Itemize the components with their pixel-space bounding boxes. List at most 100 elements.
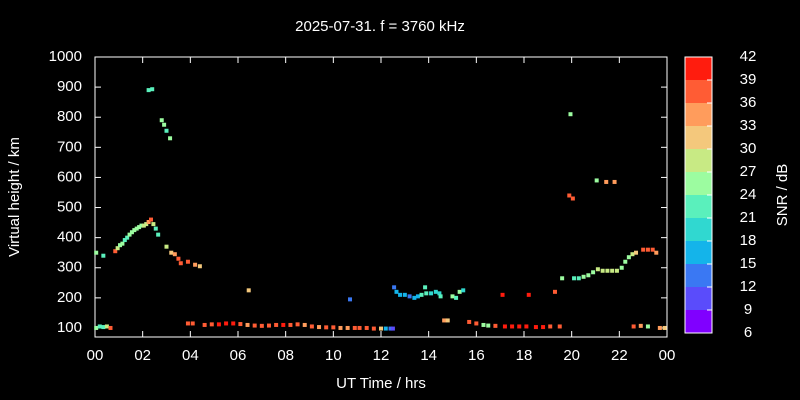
data-point <box>392 285 397 290</box>
data-point <box>149 217 154 222</box>
data-point <box>500 292 505 297</box>
colorbar-bin <box>685 57 712 80</box>
data-point <box>139 223 144 228</box>
colorbar-bin <box>685 264 712 287</box>
data-point <box>450 294 455 299</box>
data-point <box>645 324 650 329</box>
colorbar-bin <box>685 287 712 310</box>
y-tick-label: 800 <box>57 108 82 125</box>
data-point <box>185 321 190 326</box>
data-point <box>150 87 155 92</box>
data-point <box>379 326 383 331</box>
data-point <box>178 261 183 266</box>
data-point <box>442 318 447 323</box>
data-point <box>153 226 158 231</box>
colorbar-tick-label: 42 <box>740 48 757 65</box>
x-tick-label: 04 <box>182 347 199 364</box>
data-point <box>457 289 462 294</box>
data-point <box>295 322 300 327</box>
data-point <box>127 232 132 237</box>
data-point <box>94 250 99 255</box>
data-point <box>600 268 605 273</box>
data-point <box>169 250 174 255</box>
colorbar-bin <box>685 126 712 149</box>
data-point <box>586 273 591 278</box>
data-point <box>266 323 271 328</box>
data-point <box>433 289 438 294</box>
chart-title: 2025-07-31. f = 3760 kHz <box>295 18 465 35</box>
data-point <box>122 238 127 243</box>
data-point <box>567 193 572 198</box>
data-point <box>461 288 466 293</box>
data-point <box>437 291 442 296</box>
data-point <box>526 292 531 297</box>
data-point <box>252 323 257 328</box>
colorbar-tick-label: 18 <box>740 232 757 249</box>
data-point <box>419 292 424 297</box>
colorbar-bin <box>685 310 712 333</box>
data-point <box>141 223 146 228</box>
data-point <box>445 318 450 323</box>
data-point <box>486 323 491 328</box>
data-point <box>612 179 617 184</box>
data-point <box>638 323 643 328</box>
data-point <box>120 241 125 246</box>
colorbar-tick-label: 15 <box>740 255 757 272</box>
data-point <box>591 270 596 275</box>
data-point <box>146 219 151 224</box>
data-point <box>502 324 507 329</box>
data-point <box>317 325 322 330</box>
data-point <box>125 235 130 240</box>
data-point <box>113 249 118 254</box>
y-tick-label: 1000 <box>49 48 82 65</box>
data-point <box>216 322 221 327</box>
data-point <box>581 274 586 279</box>
data-point <box>454 295 459 300</box>
data-point <box>634 250 639 255</box>
data-point <box>309 324 314 329</box>
data-point <box>209 322 214 327</box>
data-point <box>357 325 362 330</box>
data-point <box>407 294 412 299</box>
data-point <box>246 288 251 293</box>
data-point <box>338 325 343 330</box>
data-point <box>623 259 628 264</box>
data-point <box>641 247 646 252</box>
data-point <box>493 323 498 328</box>
data-point <box>224 321 229 326</box>
data-point <box>274 322 279 327</box>
data-point <box>259 323 264 328</box>
data-point <box>595 267 600 272</box>
colorbar-tick-label: 24 <box>740 186 757 203</box>
data-point <box>132 228 137 233</box>
data-point <box>481 322 486 327</box>
data-point <box>572 276 577 281</box>
data-point <box>238 322 243 327</box>
colorbar-tick-label: 30 <box>740 140 757 157</box>
data-point <box>151 222 156 227</box>
data-point <box>524 324 529 329</box>
data-point <box>164 128 169 133</box>
colorbar-bin <box>685 172 712 195</box>
data-point <box>402 292 407 297</box>
x-tick-label: 16 <box>468 347 485 364</box>
colorbar-bin <box>685 195 712 218</box>
y-tick-label: 400 <box>57 229 82 246</box>
data-point <box>415 294 420 299</box>
data-point <box>626 255 631 260</box>
data-point <box>568 112 573 117</box>
x-tick-label: 22 <box>611 347 628 364</box>
data-point <box>164 244 169 249</box>
colorbar-tick-label: 36 <box>740 94 757 111</box>
data-point <box>101 325 106 330</box>
y-tick-label: 100 <box>57 319 82 336</box>
colorbar-bin <box>685 241 712 264</box>
data-point <box>657 325 662 330</box>
x-tick-label: 14 <box>420 347 437 364</box>
data-point <box>390 326 395 331</box>
data-point <box>137 225 142 230</box>
data-point <box>144 222 149 227</box>
data-point <box>412 295 417 300</box>
data-point <box>345 325 350 330</box>
